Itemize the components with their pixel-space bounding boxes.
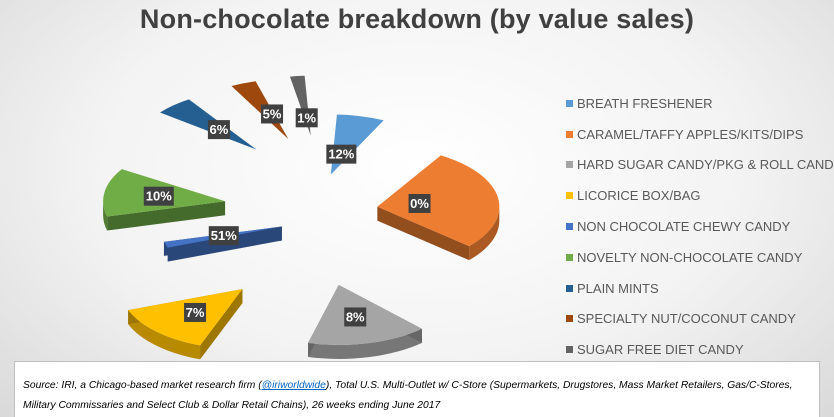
data-label-text: 5% [263, 106, 282, 121]
legend-item-novelty-non-chocolate-candy: NOVELTY NON-CHOCOLATE CANDY [566, 242, 834, 273]
data-label-box [207, 120, 230, 140]
data-label-specialty-nut-coconut-candy: 5% [261, 104, 284, 124]
data-label-caramel-taffy-apples-kits-dips: 0% [408, 193, 431, 213]
pie-chart: 12% 0% 8% 7% 51% 10% 6% 5% 1% [103, 75, 500, 360]
legend-label: NOVELTY NON-CHOCOLATE CANDY [577, 249, 803, 265]
pie-slice-side [200, 289, 243, 360]
legend-label: PLAIN MINTS [577, 280, 659, 296]
pie-slice-licorice-box-bag [128, 289, 243, 360]
chart-title: Non-chocolate breakdown (by value sales) [139, 4, 695, 34]
pie-slice-rim [308, 328, 423, 359]
source-note: Source: IRI, a Chicago-based market rese… [14, 361, 820, 417]
legend-label: NON CHOCOLATE CHEWY CANDY [577, 219, 791, 235]
data-label-text: 8% [346, 309, 365, 324]
legend-item-plain-mints: PLAIN MINTS [566, 273, 834, 304]
legend-label: LICORICE BOX/BAG [577, 188, 701, 204]
source-text-end: ), Total U.S. Multi-Outlet w/ C-Store (S… [23, 380, 793, 411]
pie-slice-side [377, 206, 470, 261]
pie-slice-rim [128, 310, 201, 360]
data-label-box [184, 302, 207, 322]
data-label-box [408, 193, 431, 213]
data-label-text: 1% [297, 110, 316, 125]
data-label-text: 12% [328, 147, 354, 162]
data-label-licorice-box-bag: 7% [184, 302, 207, 322]
legend-item-licorice-box-bag: LICORICE BOX/BAG [566, 180, 834, 211]
pie-slice-specialty-nut-coconut-candy [231, 81, 289, 140]
pie-slice-breath-freshener [330, 114, 384, 175]
legend-item-caramel-taffy-apples-kits-dips: CARAMEL/TAFFY APPLES/KITS/DIPS [566, 119, 834, 150]
legend-swatch [566, 284, 573, 292]
data-label-box [261, 104, 284, 124]
data-label-text: 10% [146, 189, 172, 204]
legend-label: BREATH FRESHENER [577, 95, 713, 111]
data-label-breath-freshener: 12% [326, 144, 357, 164]
legend-swatch [566, 346, 573, 354]
legend-swatch [566, 315, 573, 323]
data-label-box [326, 144, 357, 164]
legend-item-specialty-nut-coconut-candy: SPECIALTY NUT/COCONUT CANDY [566, 304, 834, 335]
data-label-sugar-free-diet-candy: 1% [295, 108, 318, 128]
pie-slice-top [377, 155, 500, 247]
pie-slice-rim [469, 206, 500, 261]
data-label-box [143, 186, 174, 206]
data-label-text: 0% [410, 196, 429, 211]
legend-label: SPECIALTY NUT/COCONUT CANDY [577, 311, 796, 327]
legend-item-breath-freshener: BREATH FRESHENER [566, 88, 834, 119]
legend-label: CARAMEL/TAFFY APPLES/KITS/DIPS [577, 126, 804, 142]
legend-label: HARD SUGAR CANDY/PKG & ROLL CANDY [577, 157, 834, 173]
legend-swatch [566, 130, 573, 138]
legend-swatch [566, 99, 573, 107]
pie-slice-top [330, 114, 384, 175]
pie-slice-rim [103, 201, 108, 231]
pie-slice-side [107, 201, 226, 231]
legend-swatch [566, 161, 573, 169]
data-label-text: 51% [211, 228, 237, 243]
legend-swatch [566, 192, 573, 200]
legend-label: SUGAR FREE DIET CANDY [577, 342, 744, 358]
data-label-box [344, 307, 367, 327]
data-label-novelty-non-chocolate-candy: 10% [143, 186, 174, 206]
legend: BREATH FRESHENER CARAMEL/TAFFY APPLES/KIT… [566, 88, 834, 365]
legend-item-hard-sugar-candy-pkg-roll-candy: HARD SUGAR CANDY/PKG & ROLL CANDY [566, 150, 834, 181]
data-label-plain-mints: 6% [207, 120, 230, 140]
data-label-non-chocolate-chewy-candy: 51% [208, 226, 239, 246]
pie-slice-top [231, 81, 289, 140]
pie-slice-caramel-taffy-apples-kits-dips [377, 155, 500, 261]
data-label-text: 7% [186, 305, 205, 320]
legend-item-sugar-free-diet-candy: SUGAR FREE DIET CANDY [566, 334, 834, 365]
data-label-box [295, 108, 318, 128]
legend-swatch [566, 253, 573, 261]
source-link[interactable]: @iriworldwide [261, 380, 326, 391]
data-label-text: 6% [210, 122, 229, 137]
data-label-box [208, 226, 239, 246]
legend-item-non-chocolate-chewy-candy: NON CHOCOLATE CHEWY CANDY [566, 211, 834, 242]
data-label-hard-sugar-candy-pkg-roll-candy: 8% [344, 307, 367, 327]
source-text-start: Source: IRI, a Chicago-based market rese… [23, 380, 262, 391]
legend-swatch [566, 223, 573, 231]
